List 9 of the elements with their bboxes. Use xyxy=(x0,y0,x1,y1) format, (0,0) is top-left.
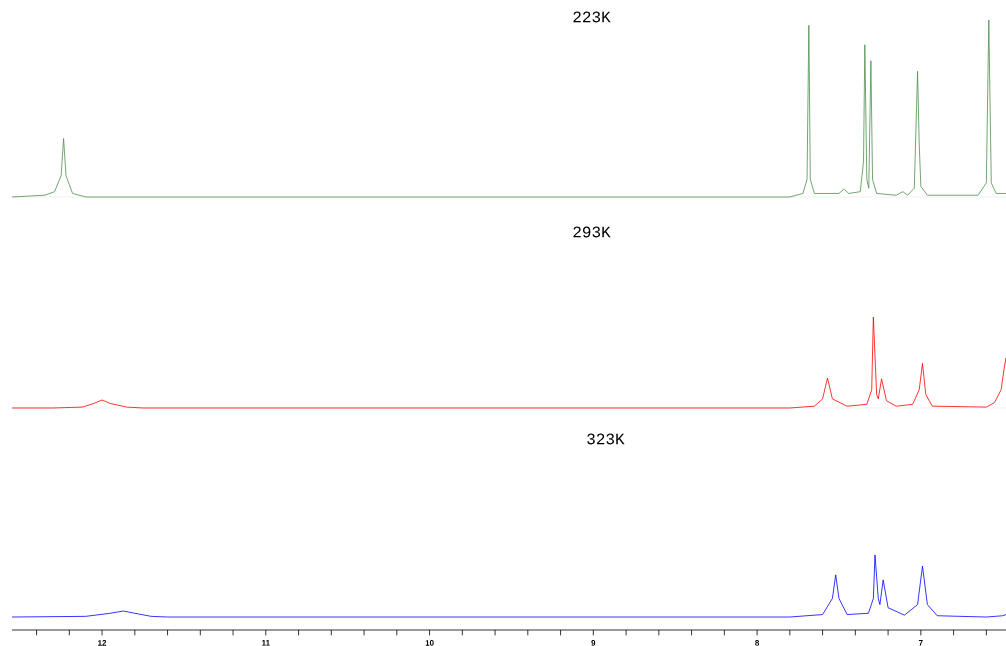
x-tick-label: 7 xyxy=(918,640,923,646)
x-tick-label: 11 xyxy=(262,640,270,646)
x-tick-label: 9 xyxy=(591,640,596,646)
x-tick-label: 8 xyxy=(755,640,760,646)
chart-title: 323K xyxy=(587,433,625,445)
x-tick-label: 12 xyxy=(98,640,107,646)
x-tick-label: 10 xyxy=(425,640,434,646)
chart-title: 223K xyxy=(573,11,611,23)
chart-title: 293K xyxy=(573,226,611,238)
